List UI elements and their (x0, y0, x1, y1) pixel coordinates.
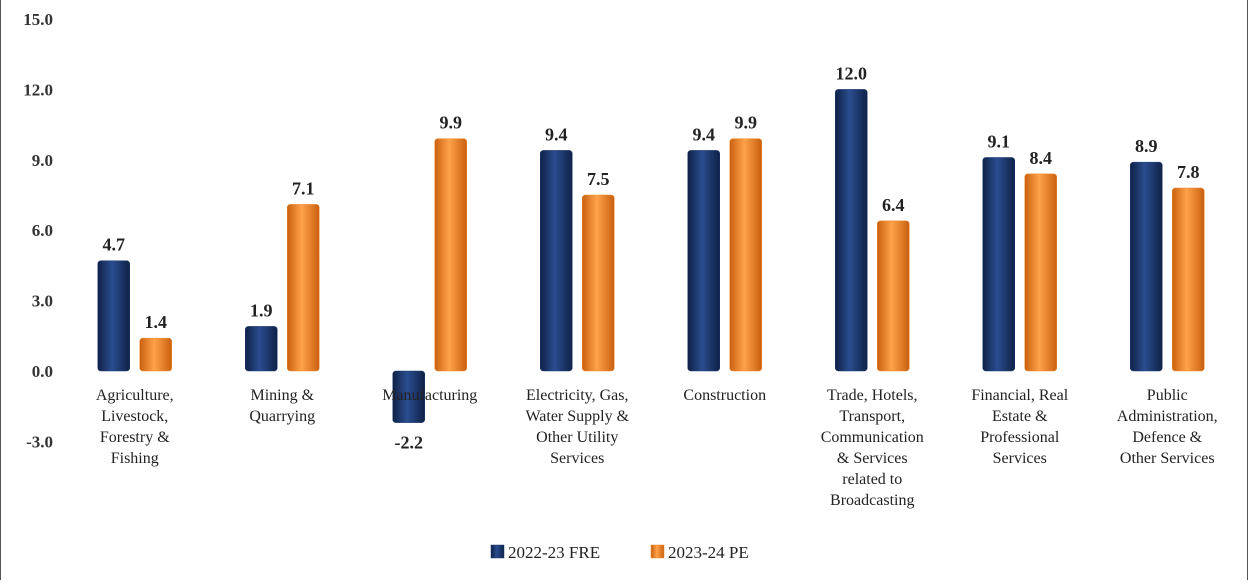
category-label-line: Construction (683, 387, 766, 404)
bar-pe (877, 220, 910, 372)
category-label: Agriculture, Livestock, Forestry & Fishing (96, 387, 174, 467)
data-label: 7.1 (292, 178, 315, 198)
data-label: 7.8 (1177, 162, 1200, 182)
category-label-line: Services (550, 450, 604, 467)
data-label: 8.4 (1030, 148, 1053, 168)
bars (97, 89, 1205, 423)
category-label-line: Other Services (1120, 450, 1215, 467)
category-label-line: Defence & (1132, 429, 1202, 446)
data-label: 9.4 (545, 124, 568, 144)
bar-fre (245, 326, 278, 372)
category-label-line: Quarrying (249, 408, 315, 425)
category-label-line: Manufacturing (382, 387, 477, 404)
category-label-line: Forestry & (100, 429, 170, 446)
category-label-line: Administration, (1117, 408, 1218, 425)
category-label-line: Financial, Real (971, 387, 1068, 404)
category-label-line: & Services (837, 450, 908, 467)
category-label-line: Services (993, 450, 1047, 467)
category-label-line: Public (1147, 387, 1188, 404)
bar-fre (1130, 161, 1163, 372)
category-label: Public Administration, Defence & Other Serv… (1117, 387, 1218, 467)
data-label: 9.9 (735, 113, 758, 133)
category-label: Financial, Real Estate & Professional Servi… (971, 387, 1068, 467)
category-label: Manufacturing (382, 387, 477, 404)
y-tick-label: 9.0 (32, 151, 53, 170)
legend: 2022-23 FRE 2023-24 PE (490, 543, 749, 562)
y-tick-label: -3.0 (26, 432, 53, 451)
bar-fre (982, 157, 1015, 372)
bar-fre (97, 260, 130, 372)
y-tick-label: 0.0 (32, 362, 53, 381)
y-axis-ticks: 15.0 12.0 9.0 6.0 3.0 0.0 -3.0 (23, 10, 53, 451)
category-label-line: Mining & (250, 387, 314, 404)
category-label-line: Estate & (992, 408, 1048, 425)
data-label: 4.7 (103, 235, 126, 255)
data-label: 9.1 (988, 131, 1011, 151)
data-label: 1.4 (145, 312, 168, 332)
bar-pe (139, 337, 172, 372)
bar-fre (540, 150, 573, 372)
category-label-line: Agriculture, (96, 387, 174, 404)
bar-fre (835, 89, 868, 372)
bar-pe (1024, 173, 1057, 372)
category-label-line: Fishing (111, 450, 159, 467)
category-label-line: Livestock, (101, 408, 168, 425)
data-label: 8.9 (1135, 136, 1158, 156)
data-label: 7.5 (587, 169, 610, 189)
category-label-line: related to (842, 471, 902, 488)
data-label: -2.2 (395, 433, 424, 453)
category-label-line: Electricity, Gas, (526, 387, 628, 404)
data-label: 9.9 (440, 113, 463, 133)
legend-swatch-fre (490, 544, 505, 559)
bar-pe (1172, 187, 1205, 372)
data-label: 6.4 (882, 195, 905, 215)
bar-fre (392, 370, 425, 423)
legend-label: 2023-24 PE (668, 543, 749, 562)
data-label: 1.9 (250, 300, 273, 320)
category-label-line: Professional (980, 429, 1060, 446)
category-label: Electricity, Gas, Water Supply & Other Uti… (525, 387, 629, 467)
category-label-line: Trade, Hotels, (827, 387, 918, 404)
legend-label: 2022-23 FRE (508, 543, 600, 562)
data-label: 9.4 (693, 124, 716, 144)
bar-pe (287, 204, 320, 372)
legend-swatch-pe (650, 544, 665, 559)
category-label-line: Water Supply & (525, 408, 629, 425)
category-label-line: Broadcasting (830, 492, 914, 509)
category-label: Mining & Quarrying (249, 387, 315, 425)
bar-pe (434, 138, 467, 372)
category-label: Construction (683, 387, 766, 404)
bar-pe (582, 194, 615, 372)
category-label-line: Other Utility (536, 429, 618, 446)
category-label-line: Communication (821, 429, 924, 446)
data-label: 12.0 (836, 63, 868, 83)
data-labels: 4.7 1.4 1.9 7.1 -2.2 9.9 9.4 7.5 9.4 9.9 12.0 6.4 9.… (103, 63, 1200, 452)
y-tick-label: 15.0 (23, 10, 53, 29)
bar-pe (729, 138, 762, 372)
category-label-line: Transport, (839, 408, 905, 425)
bar-fre (687, 150, 720, 372)
category-labels: Agriculture, Livestock, Forestry & Fishing M… (96, 387, 1218, 509)
y-tick-label: 12.0 (23, 80, 53, 99)
y-tick-label: 6.0 (32, 221, 53, 240)
category-label: Trade, Hotels, Transport, Communication & S… (821, 387, 924, 509)
y-tick-label: 3.0 (32, 292, 53, 311)
